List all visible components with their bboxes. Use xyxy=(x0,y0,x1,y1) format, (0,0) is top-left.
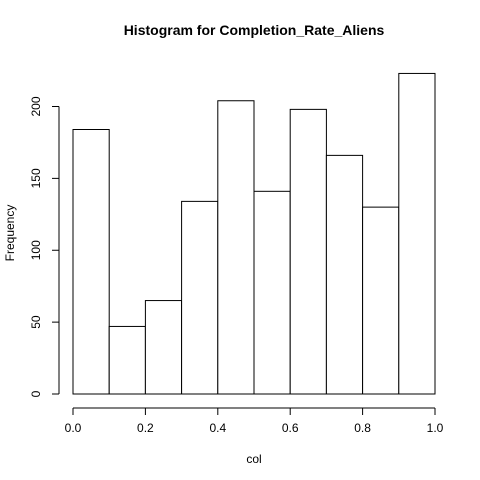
y-axis: 0 50 100 150 200 xyxy=(29,96,60,397)
histogram-bar-2 xyxy=(144,300,183,395)
histogram-bar-3 xyxy=(181,200,219,395)
histogram-bar-0 xyxy=(72,129,110,395)
y-tick-label-4: 200 xyxy=(29,96,43,116)
y-tick-label-2: 100 xyxy=(29,240,43,260)
bars-group xyxy=(72,72,436,395)
chart-title: Histogram for Completion_Rate_Aliens xyxy=(124,22,385,38)
histogram-bar-5 xyxy=(253,190,291,395)
x-tick-label-1: 0.2 xyxy=(137,421,154,435)
histogram-bar-8 xyxy=(362,206,400,395)
histogram-bar-1 xyxy=(108,325,146,395)
x-axis: 0.0 0.2 0.4 0.6 0.8 1.0 xyxy=(65,407,444,435)
histogram-bar-9 xyxy=(398,72,436,395)
x-tick-label-0: 0.0 xyxy=(65,421,82,435)
x-tick-label-2: 0.4 xyxy=(209,421,226,435)
y-tick-label-3: 150 xyxy=(29,168,43,188)
histogram-bar-4 xyxy=(217,100,255,395)
x-tick-label-4: 0.8 xyxy=(354,421,371,435)
histogram-bar-6 xyxy=(289,108,327,395)
y-tick-label-1: 50 xyxy=(29,315,43,329)
histogram-bar-7 xyxy=(325,154,364,395)
y-tick-label-0: 0 xyxy=(29,390,43,397)
x-axis-label: col xyxy=(246,452,261,466)
x-tick-label-5: 1.0 xyxy=(427,421,444,435)
y-axis-label: Frequency xyxy=(3,205,17,262)
x-tick-label-3: 0.6 xyxy=(282,421,299,435)
